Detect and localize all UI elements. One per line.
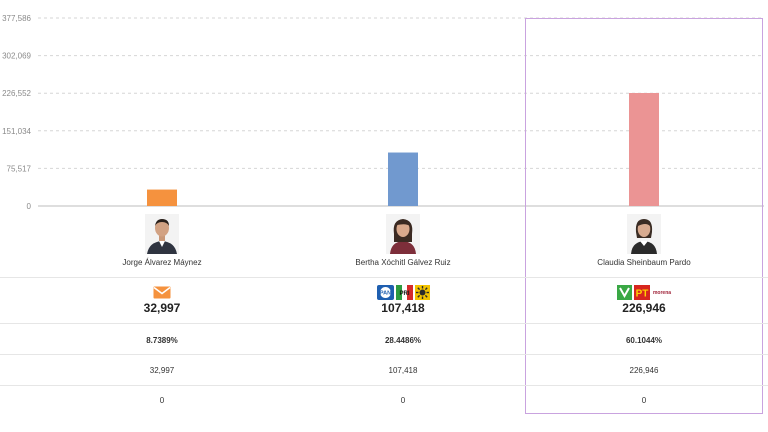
vote-count: 107,418 [388,366,418,375]
svg-text:morena: morena [652,290,670,296]
extra-value: 0 [641,396,647,405]
party-logos [62,284,262,300]
percent-value: 28.4486% [384,336,422,345]
candidate-photo [386,214,420,254]
bar-3[interactable] [629,93,659,206]
extra-value: 0 [159,396,165,405]
svg-text:PAN: PAN [379,290,390,296]
pan-logo-icon: PAN [376,284,394,300]
vote-count: 32,997 [149,366,175,375]
vote-count: 226,946 [629,366,659,375]
candidate-header[interactable]: Bertha Xóchitl Gálvez Ruiz [303,208,503,276]
candidate-header[interactable]: Jorge Álvarez Máynez [62,208,262,276]
morena-logo-icon: morena [651,284,672,300]
y-tick-label: 377,586 [2,14,31,23]
extra-value: 0 [400,396,406,405]
row-divider [0,354,768,355]
svg-text:PT: PT [635,288,648,299]
candidate-photo [627,214,661,254]
vote-total: 107,418 [381,301,425,315]
vote-summary-cell: PAN PRI 107,418 [303,284,503,315]
bar-chart: 0 75,517 151,034 226,552 302,069 377,586 [2,14,764,210]
mc-envelope-logo-icon [153,286,171,298]
party-logos: PAN PRI [303,284,503,300]
bar-2[interactable] [388,152,418,206]
person-avatar-icon [627,214,661,254]
party-logos: PT morena [544,284,744,300]
vote-total: 226,946 [622,301,666,315]
y-tick-label: 0 [27,202,32,210]
prd-logo-icon [414,284,430,300]
y-tick-label: 151,034 [2,127,31,136]
pt-logo-icon: PT [633,284,650,300]
pri-logo-icon: PRI [395,284,413,300]
vote-summary-cell: 32,997 [62,284,262,315]
vote-total: 32,997 [143,301,181,315]
pvem-logo-icon [616,284,632,300]
row-divider [0,277,768,278]
person-avatar-icon [145,214,179,254]
svg-text:PRI: PRI [399,291,409,297]
person-avatar-icon [386,214,420,254]
row-divider [0,323,768,324]
candidate-name: Bertha Xóchitl Gálvez Ruiz [355,258,451,267]
vote-summary-cell: PT morena 226,946 [544,284,744,315]
percent-value: 60.1044% [625,336,663,345]
row-divider [0,385,768,386]
candidate-header[interactable]: Claudia Sheinbaum Pardo [544,208,744,276]
bar-1[interactable] [147,189,177,206]
candidate-photo [145,214,179,254]
y-tick-label: 302,069 [2,52,31,61]
y-tick-label: 226,552 [2,89,31,98]
candidate-name: Jorge Álvarez Máynez [122,258,202,267]
percent-value: 8.7389% [146,336,178,345]
candidate-name: Claudia Sheinbaum Pardo [597,258,691,267]
y-tick-label: 75,517 [7,164,32,173]
